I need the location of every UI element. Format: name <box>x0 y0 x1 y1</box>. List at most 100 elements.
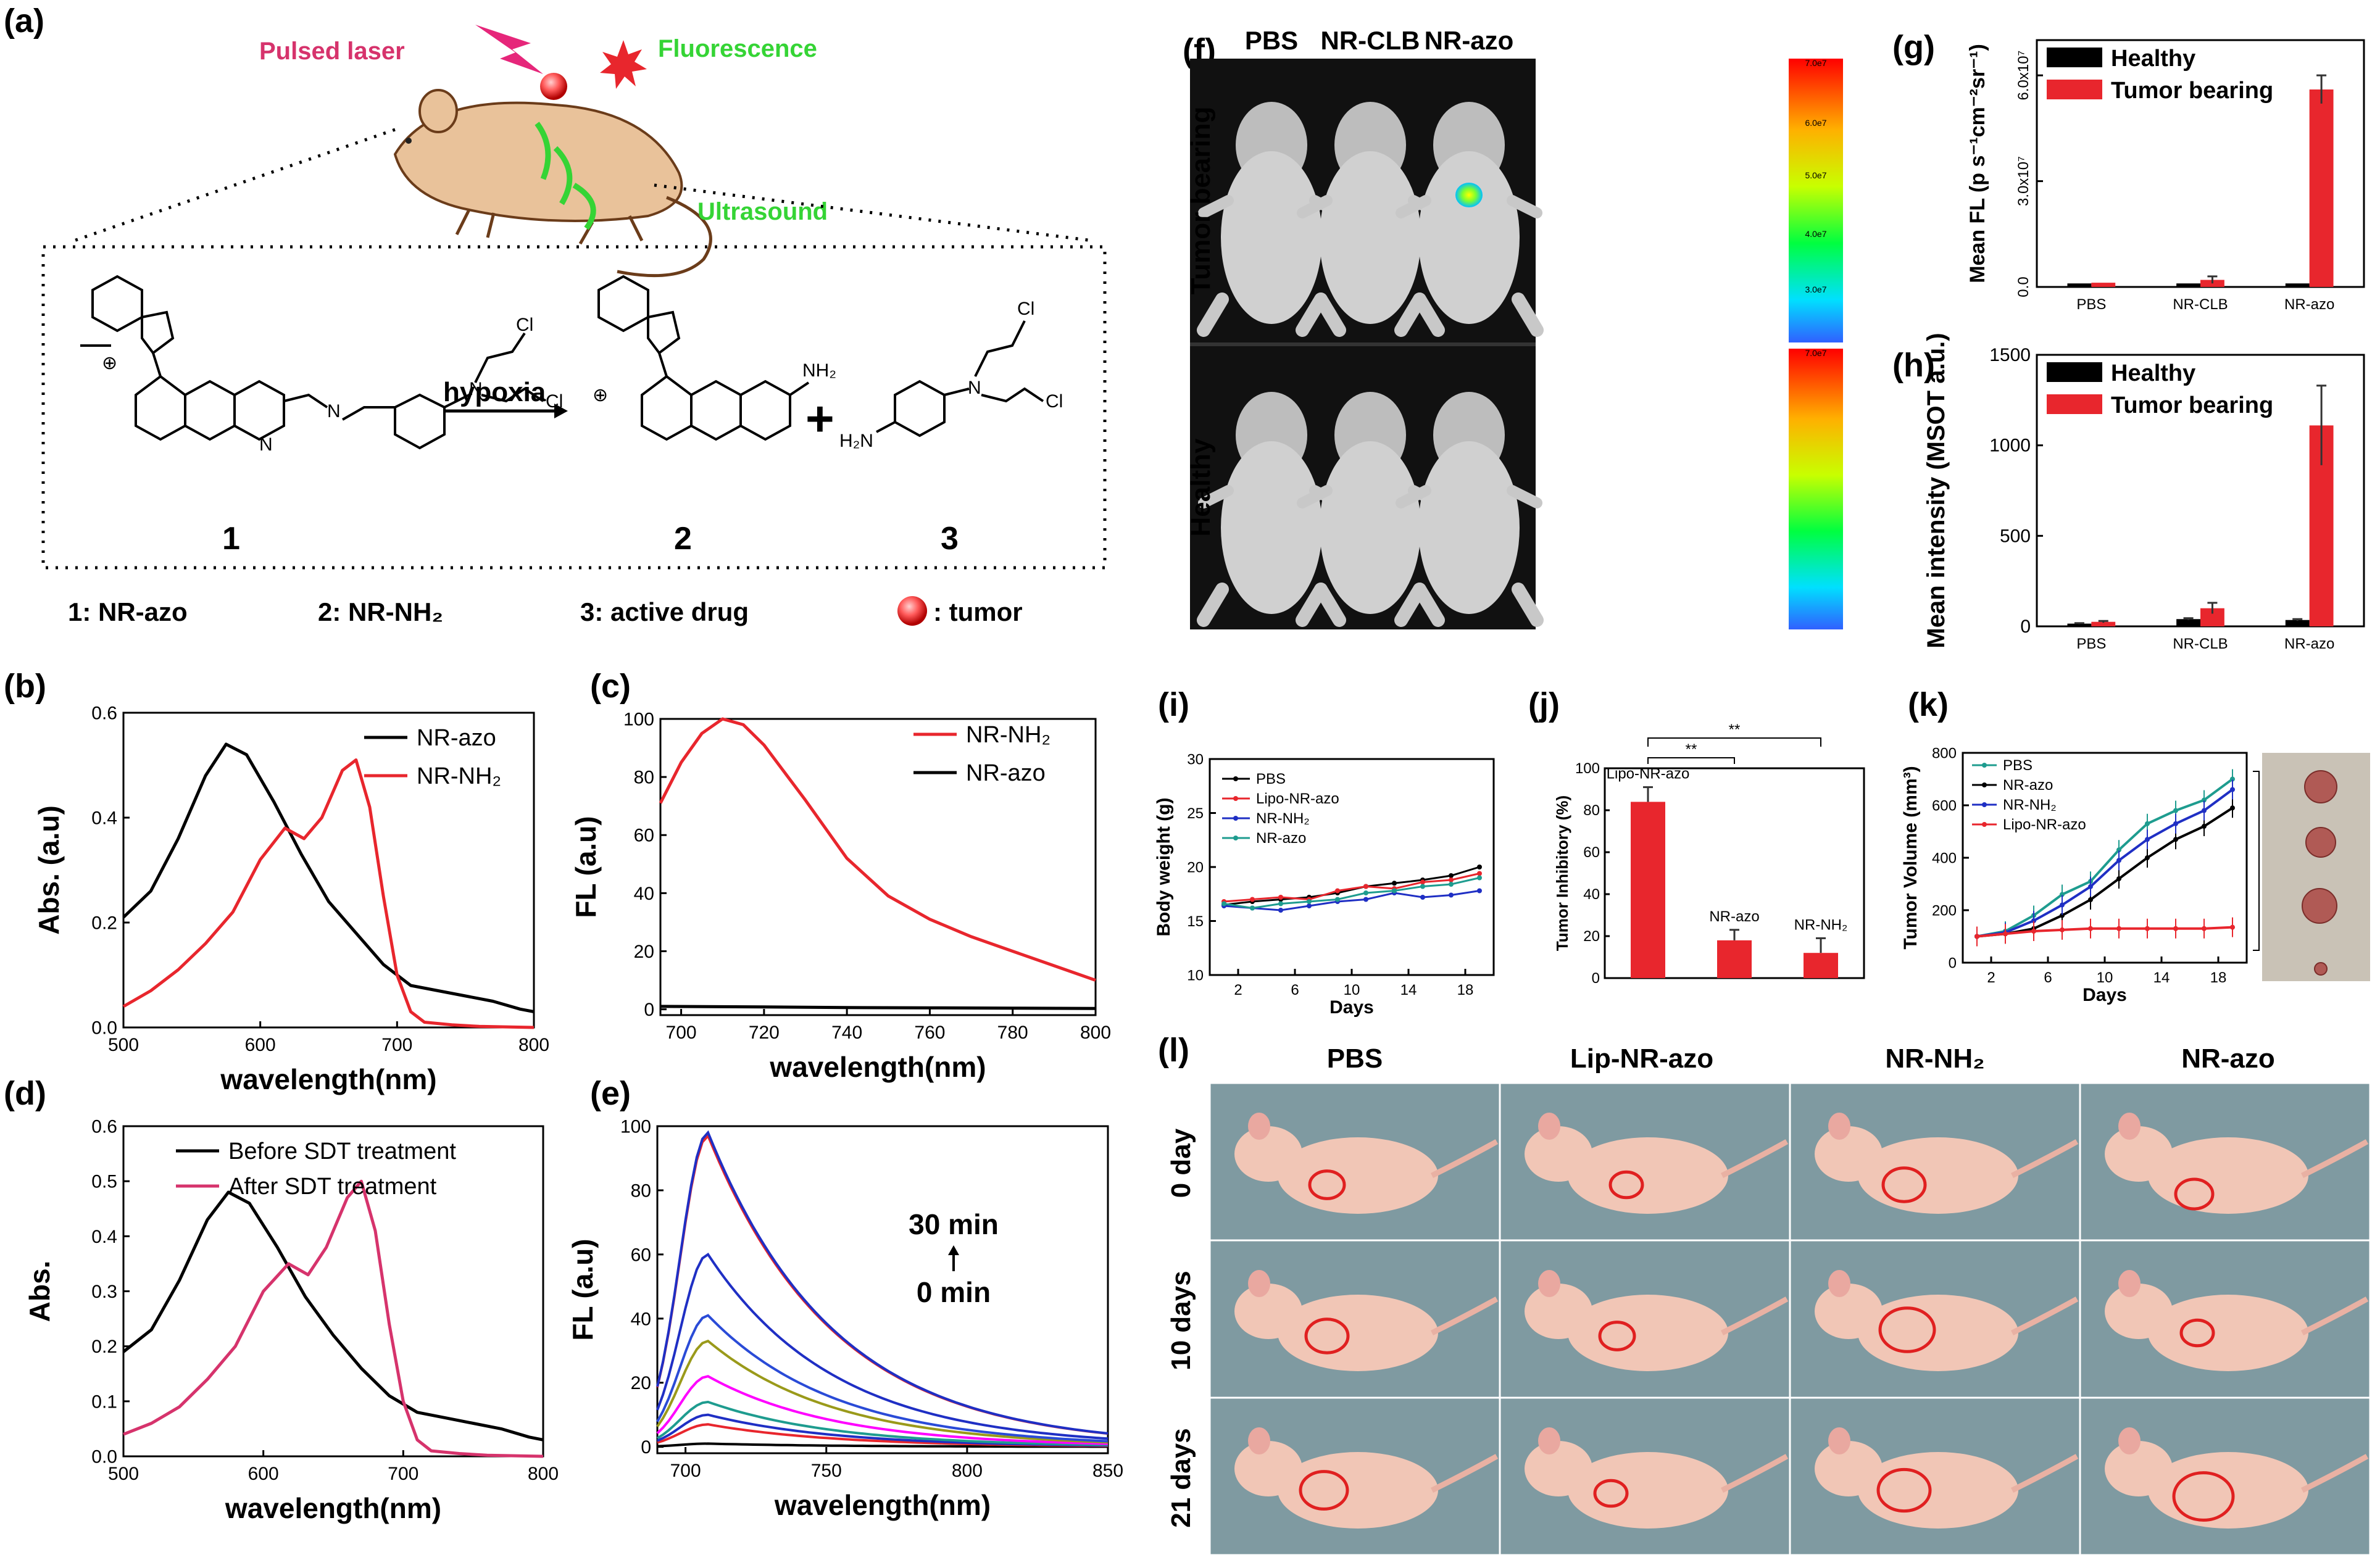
chart-b: 500 600 700 800 0.0 0.2 0.4 0.6 wavelength(nm) Ab… <box>33 703 549 1096</box>
chart-j: 0 20 40 60 80 100 Lipo-NR-azo NR-azo NR-NH₂ ** ** T… <box>1553 721 1865 987</box>
mouse-tail <box>1430 1297 1499 1336</box>
x-tick-label: 500 <box>108 1035 139 1055</box>
x-category-label: NR-azo <box>2284 296 2334 313</box>
atom-n-1: N <box>327 401 341 421</box>
legend-label: NR-azo <box>966 760 1046 786</box>
legend-swatch <box>2047 394 2102 414</box>
imaging-mouse <box>1394 102 1544 337</box>
y-tick-label: 0 <box>1592 970 1600 987</box>
mouse-body <box>2148 1137 2308 1214</box>
series-line-1 <box>122 758 535 1029</box>
data-point <box>2202 797 2207 803</box>
data-point <box>1449 877 1454 882</box>
x-tick-label: 500 <box>108 1464 139 1484</box>
mouse-head <box>1525 1284 1592 1339</box>
mouse-tail <box>1720 1454 1789 1493</box>
mouse-tail <box>2010 1139 2079 1179</box>
tumor-circle <box>1299 1470 1349 1511</box>
series-line-1 <box>1976 807 2234 938</box>
mouse-photo <box>2079 1396 2371 1556</box>
photo-column-label: PBS <box>1327 1043 1383 1074</box>
imaging-mouse <box>1394 392 1544 627</box>
legend-label: NR-NH₂ <box>2003 797 2057 813</box>
y-axis-title: Mean intensity (MSOT a.u.) <box>1923 333 1950 648</box>
y-tick-label: 0.3 <box>91 1282 117 1302</box>
x-tick-label: 600 <box>245 1035 276 1055</box>
x-axis-title: Days <box>1329 997 1374 1018</box>
panel-label-i: (i) <box>1158 686 1189 723</box>
mouse-photo <box>1789 1396 2081 1556</box>
x-category-label: PBS <box>2076 296 2106 313</box>
y-tick-label: 400 <box>1932 850 1957 866</box>
atom-n-4: N <box>968 378 981 398</box>
x-tick-label: 18 <box>2210 969 2227 986</box>
mouse-illustration <box>393 89 712 278</box>
x-tick-label: 14 <box>2153 969 2170 986</box>
data-point <box>2145 821 2150 826</box>
bar <box>2091 283 2116 287</box>
compound-2-structure <box>597 275 810 441</box>
colorbar-label: 4.0e7 <box>1805 229 1826 239</box>
mouse-body <box>1418 441 1520 614</box>
x-tick-label: 700 <box>381 1035 412 1055</box>
tumor-circle <box>1304 1317 1350 1355</box>
imaging-column-label: NR-azo <box>1425 26 1514 55</box>
x-tick-label: 760 <box>914 1023 945 1043</box>
compound-number-2: 2 <box>674 521 692 557</box>
legend-label: NR-NH₂ <box>1256 810 1310 827</box>
chart-c: 700 720 740 760 780 800 0 20 40 60 80 100 wavelength… <box>570 710 1111 1084</box>
y-axis-title: Tumor Inhibitory (%) <box>1553 795 1571 951</box>
data-point <box>2116 858 2121 863</box>
data-point <box>1250 905 1255 911</box>
atom-cl-4: Cl <box>1046 391 1063 412</box>
y-tick-label: 30 <box>1187 751 1204 768</box>
data-point <box>1420 879 1425 885</box>
data-point <box>2230 805 2235 811</box>
mouse-head <box>1525 1441 1592 1496</box>
legend-label: Lipo-NR-azo <box>1256 790 1339 807</box>
x-tick-label: 6 <box>1291 982 1299 998</box>
y-tick-label: 10 <box>1187 967 1204 984</box>
panel-label-a: (a) <box>4 2 44 39</box>
mouse-tail <box>2010 1297 2079 1336</box>
excised-tumor <box>2305 827 2336 858</box>
legend-label: Lipo-NR-azo <box>2003 816 2086 833</box>
x-tick-label: 800 <box>518 1035 549 1055</box>
mouse-body <box>1320 151 1421 324</box>
colorbar-bottom <box>1789 349 1843 629</box>
legend-marker <box>1233 796 1238 801</box>
data-point <box>1477 865 1482 869</box>
plot-frame <box>659 718 1097 1016</box>
tumor-circle <box>1598 1321 1636 1351</box>
bar <box>1717 940 1752 978</box>
y-axis-title: Tumor Volume (mm³) <box>1900 766 1921 949</box>
data-point <box>2003 931 2008 937</box>
mouse-ear <box>1828 1270 1850 1297</box>
mouse-head <box>1815 1284 1883 1339</box>
data-point <box>1335 888 1340 894</box>
plus-sign: + <box>805 391 834 446</box>
mouse-arms <box>1396 485 1542 508</box>
pulsed-laser-label: Pulsed laser <box>259 38 405 65</box>
mouse-photo <box>1209 1396 1501 1556</box>
data-point <box>1307 903 1312 908</box>
mouse-photo <box>1499 1082 1791 1242</box>
x-tick-label: 18 <box>1457 982 1474 998</box>
series-line-2 <box>1976 788 2234 938</box>
bar-category-label: Lipo-NR-azo <box>1607 766 1690 782</box>
mouse-head <box>2105 1126 2173 1182</box>
mouse-ear <box>1248 1427 1270 1454</box>
y-tick-label: 20 <box>631 1373 651 1393</box>
mouse-ear <box>1828 1427 1850 1454</box>
bar <box>2176 619 2200 626</box>
x-tick-label: 740 <box>831 1023 862 1043</box>
y-tick-label: 20 <box>1583 928 1600 945</box>
laser-bolt-icon <box>475 25 543 74</box>
significance-bracket <box>1647 757 1735 764</box>
legend-label: NR-NH₂ <box>417 763 501 789</box>
legend-swatch <box>2047 48 2102 67</box>
excised-tumor <box>2302 888 2337 924</box>
colorbar-label: 3.0e7 <box>1805 284 1826 294</box>
data-point <box>2116 926 2121 931</box>
legend-marker <box>1233 776 1238 781</box>
